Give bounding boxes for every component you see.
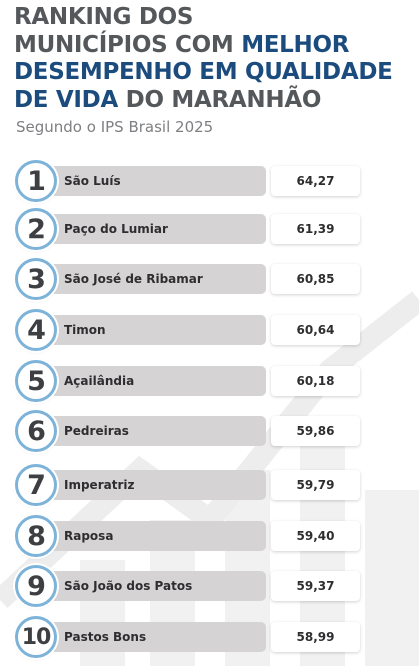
- municipality-bar: Timon: [52, 315, 266, 345]
- municipality-bar: Açailândia: [52, 366, 266, 396]
- title-line-3-highlight: DESEMPENHO EM QUALIDADE: [14, 59, 393, 85]
- municipality-bar: Pastos Bons: [52, 622, 266, 652]
- ranking-row: Pastos Bons 10 58,99: [0, 616, 419, 658]
- municipality-bar: São José de Ribamar: [52, 264, 266, 294]
- subtitle: Segundo o IPS Brasil 2025: [16, 118, 214, 136]
- municipality-name: Pedreiras: [64, 424, 129, 438]
- rank-number: 8: [15, 515, 57, 557]
- rank-number: 6: [15, 410, 57, 452]
- municipality-bar: Imperatriz: [52, 470, 266, 500]
- rank-number: 4: [15, 309, 57, 351]
- ips-score: 59,40: [271, 521, 360, 551]
- ranking-row: Paço do Lumiar 2 61,39: [0, 208, 419, 250]
- municipality-name: Timon: [64, 323, 106, 337]
- ips-score: 59,79: [271, 470, 360, 500]
- municipality-bar: Raposa: [52, 521, 266, 551]
- rank-number: 7: [15, 464, 57, 506]
- rank-number: 10: [15, 616, 57, 658]
- title-line-4-b: DO MARANHÃO: [117, 86, 322, 113]
- rank-number: 9: [15, 565, 57, 607]
- ips-score: 59,37: [271, 571, 360, 601]
- municipality-name: Pastos Bons: [64, 630, 147, 644]
- municipality-name: São Luís: [64, 174, 121, 188]
- ranking-row: São José de Ribamar 3 60,85: [0, 258, 419, 300]
- page-title: RANKING DOS MUNICÍPIOS COM MELHOR DESEMP…: [14, 4, 414, 114]
- ips-score: 60,64: [271, 315, 360, 345]
- municipality-name: Imperatriz: [64, 478, 135, 492]
- ips-score: 64,27: [271, 166, 360, 196]
- ranking-row: Raposa 8 59,40: [0, 515, 419, 557]
- ranking-row: Pedreiras 6 59,86: [0, 410, 419, 452]
- rank-number: 1: [15, 160, 57, 202]
- ranking-row: Timon 4 60,64: [0, 309, 419, 351]
- ranking-row: São Luís 1 64,27: [0, 160, 419, 202]
- title-line-2-highlight: MELHOR: [241, 31, 350, 58]
- ips-score: 59,86: [271, 416, 360, 446]
- ranking-row: Imperatriz 7 59,79: [0, 464, 419, 506]
- municipality-name: Açailândia: [64, 374, 135, 388]
- ranking-row: Açailândia 5 60,18: [0, 360, 419, 402]
- municipality-name: Paço do Lumiar: [64, 222, 168, 236]
- rank-number: 2: [15, 208, 57, 250]
- ips-score: 61,39: [271, 214, 360, 244]
- ips-score: 60,18: [271, 366, 360, 396]
- ranking-row: São João dos Patos 9 59,37: [0, 565, 419, 607]
- ips-score: 60,85: [271, 264, 360, 294]
- rank-number: 3: [15, 258, 57, 300]
- municipality-bar: São João dos Patos: [52, 571, 266, 601]
- municipality-name: São José de Ribamar: [64, 272, 203, 286]
- municipality-name: Raposa: [64, 529, 114, 543]
- title-line-4-highlight: DE VIDA: [14, 86, 118, 113]
- title-line-2-a: MUNICÍPIOS COM: [14, 31, 242, 58]
- municipality-bar: Paço do Lumiar: [52, 214, 266, 244]
- municipality-bar: São Luís: [52, 166, 266, 196]
- municipality-name: São João dos Patos: [64, 579, 193, 593]
- municipality-bar: Pedreiras: [52, 416, 266, 446]
- ips-score: 58,99: [271, 622, 360, 652]
- title-line-1: RANKING DOS: [14, 4, 194, 30]
- rank-number: 5: [15, 360, 57, 402]
